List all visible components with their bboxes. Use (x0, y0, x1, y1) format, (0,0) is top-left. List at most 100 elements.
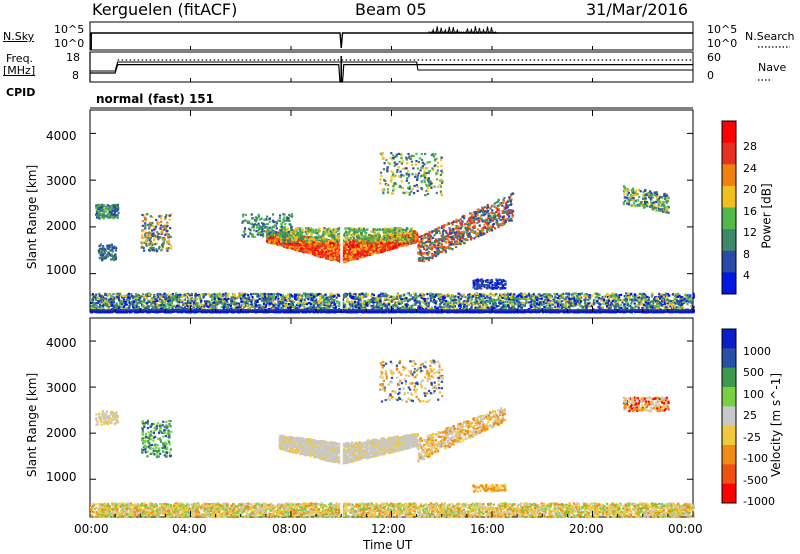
power-cell (301, 303, 304, 306)
power-cell (100, 295, 103, 298)
power-cell (182, 298, 185, 302)
power-cell (691, 301, 694, 304)
power-cell (274, 298, 277, 301)
power-cell (583, 302, 587, 305)
power-cell (625, 292, 628, 295)
power-cell (323, 307, 326, 310)
power-cell (310, 299, 313, 302)
power-cell (371, 300, 375, 303)
power-cell (530, 300, 533, 303)
power-cell (578, 298, 581, 301)
power-cell (379, 302, 382, 305)
power-cell (155, 298, 158, 301)
power-cell (173, 304, 176, 307)
power-cell (542, 301, 545, 304)
power-cell (262, 307, 265, 310)
power-cell (449, 297, 452, 300)
power-cell (248, 307, 251, 310)
power-cell (276, 292, 279, 295)
power-cell (663, 301, 666, 304)
power-cell (548, 296, 551, 299)
power-cell (362, 300, 365, 304)
power-cell (447, 294, 450, 298)
power-cell (284, 295, 288, 298)
power-cell (566, 295, 569, 298)
power-cell (461, 295, 464, 298)
power-cell (251, 305, 255, 309)
power-cell (542, 293, 546, 296)
power-cell (439, 296, 442, 299)
power-cell (615, 293, 618, 296)
power-cell (624, 295, 628, 298)
power-cell (332, 306, 335, 310)
power-cell (357, 306, 361, 309)
power-cell (478, 305, 481, 308)
power-cell (481, 299, 484, 302)
power-cell (172, 298, 175, 301)
power-cell (190, 296, 193, 299)
power-cell (517, 305, 520, 308)
power-cell (372, 294, 375, 297)
power-cell (642, 298, 645, 301)
power-cell (312, 304, 315, 307)
power-cell (686, 302, 689, 305)
power-cell (133, 304, 136, 307)
power-cell (470, 304, 474, 307)
power-cell (367, 301, 371, 304)
power-cell (338, 301, 341, 304)
power-cell (220, 299, 223, 302)
power-cell (563, 298, 566, 301)
power-cell (198, 295, 201, 298)
power-cell (655, 305, 658, 308)
power-cell (579, 305, 582, 308)
power-cell (546, 299, 550, 302)
power-cell (675, 293, 678, 296)
power-cell (279, 293, 282, 297)
power-cell (188, 300, 191, 303)
power-cell (104, 299, 107, 302)
power-cell (543, 306, 546, 309)
power-cell (524, 292, 527, 295)
power-cell (271, 295, 274, 298)
power-cell (276, 295, 279, 298)
power-cell (676, 307, 679, 310)
power-cell (286, 293, 289, 296)
power-cell (558, 295, 561, 298)
power-cell (299, 297, 302, 300)
power-cell (552, 300, 556, 303)
power-cell (322, 301, 326, 304)
power-cell (171, 305, 174, 309)
power-cell (420, 300, 424, 303)
power-cell (454, 298, 457, 301)
power-cell (139, 295, 142, 298)
power-cell (671, 293, 674, 296)
power-cell (305, 303, 309, 306)
power-cell (131, 300, 134, 303)
power-cell (371, 293, 374, 296)
power-cell (357, 303, 360, 306)
power-cell (513, 293, 516, 296)
power-cell (677, 292, 680, 295)
power-cell (202, 293, 205, 296)
power-cell (176, 304, 179, 307)
power-cell (478, 300, 481, 303)
power-cell (97, 297, 101, 300)
power-cell (327, 303, 331, 306)
power-cell (351, 302, 354, 305)
power-cell (535, 302, 538, 305)
power-cell (364, 292, 367, 295)
power-cell (522, 296, 525, 299)
power-cell (599, 299, 603, 302)
power-cell (355, 301, 358, 304)
power-cell (637, 307, 640, 310)
power-cell (307, 301, 310, 305)
power-cell (274, 303, 277, 306)
power-cell (655, 299, 658, 302)
power-cell (148, 300, 151, 303)
power-cell (335, 296, 338, 299)
power-cell (663, 295, 666, 298)
power-cell (112, 300, 116, 303)
power-cell (101, 300, 104, 303)
power-cell (124, 295, 127, 298)
power-cell (241, 297, 244, 300)
